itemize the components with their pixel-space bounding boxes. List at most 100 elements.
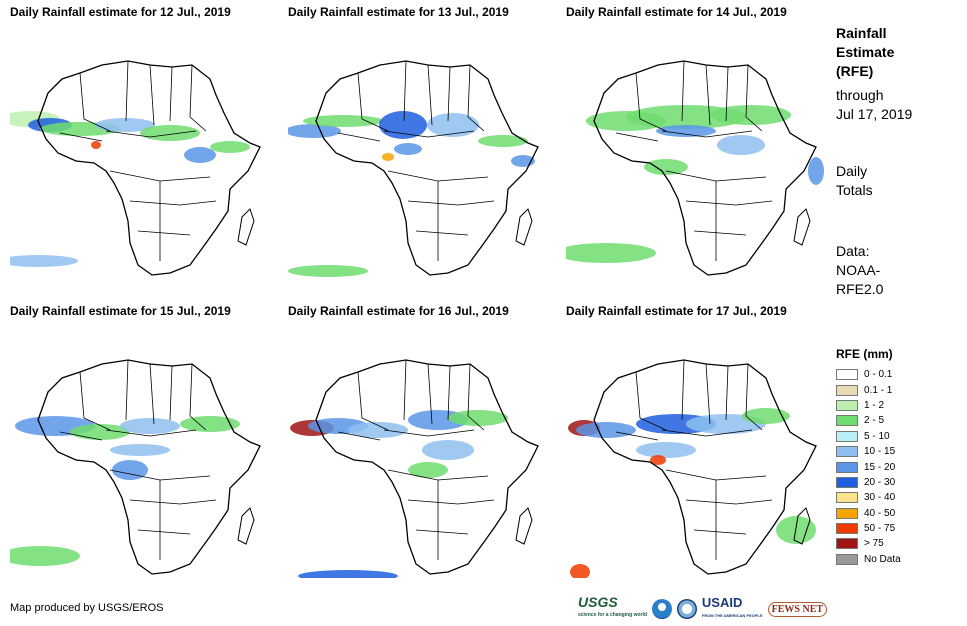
- africa-coastline: [593, 359, 817, 575]
- country-border: [427, 363, 433, 425]
- country-border: [169, 365, 173, 421]
- rainfall-area: [636, 442, 696, 458]
- country-border: [169, 66, 173, 122]
- rainfall-map-panel: Daily Rainfall estimate for 13 Jul., 201…: [288, 5, 548, 279]
- africa-map: [10, 359, 261, 575]
- legend-label: No Data: [864, 553, 901, 565]
- country-border: [693, 230, 747, 236]
- legend-item: 2 - 5: [836, 413, 961, 428]
- legend-item: 50 - 75: [836, 521, 961, 536]
- country-border: [129, 499, 217, 505]
- africa-coastline: [37, 359, 261, 575]
- legend-item: 1 - 2: [836, 398, 961, 413]
- country-border: [681, 359, 685, 421]
- legend-swatch: [836, 369, 858, 381]
- legend-swatch: [836, 492, 858, 504]
- legend-label: 20 - 30: [864, 476, 896, 488]
- sidebar-totals: Daily Totals: [836, 162, 873, 200]
- country-border: [615, 431, 659, 441]
- country-border: [149, 363, 155, 425]
- country-border: [665, 469, 767, 481]
- sidebar-data-line: NOAA-: [836, 262, 881, 278]
- africa-coastline: [593, 60, 817, 276]
- country-border: [415, 230, 469, 236]
- country-border: [661, 429, 753, 437]
- rainfall-area: [184, 147, 216, 163]
- legend-item: 0.1 - 1: [836, 382, 961, 397]
- country-border: [189, 64, 207, 132]
- africa-coastline: [315, 60, 539, 276]
- legend-swatch: [836, 384, 858, 396]
- legend-swatch: [836, 461, 858, 473]
- legend-label: > 75: [864, 538, 884, 550]
- sidebar-through-line: through: [836, 87, 884, 103]
- rainfall-area: [303, 115, 383, 127]
- sidebar-totals-line: Daily: [836, 163, 868, 179]
- rainfall-area: [70, 424, 130, 440]
- country-border: [357, 371, 389, 431]
- rainfall-area: [288, 124, 341, 138]
- sidebar-data-line: Data:: [836, 243, 870, 259]
- legend-item: 20 - 30: [836, 475, 961, 490]
- africa-map: [10, 60, 261, 276]
- country-border: [383, 429, 475, 437]
- usgs-logo-text: USGS: [578, 594, 618, 610]
- country-border: [693, 529, 747, 535]
- legend-label: 1 - 2: [864, 399, 885, 411]
- legend-swatch: [836, 538, 858, 550]
- rainfall-area: [711, 105, 791, 125]
- sidebar-data-line: RFE2.0: [836, 281, 884, 297]
- rainfall-area: [140, 125, 200, 141]
- rainfall-area: [120, 418, 180, 434]
- rainfall-area: [566, 243, 656, 263]
- country-border: [407, 200, 495, 206]
- rainfall-area: [742, 408, 790, 424]
- country-border: [357, 72, 389, 132]
- legend-item: 15 - 20: [836, 459, 961, 474]
- legend-label: 5 - 10: [864, 430, 890, 442]
- legend-swatch: [836, 523, 858, 535]
- rainfall-area: [95, 118, 155, 132]
- legend-item: 40 - 50: [836, 506, 961, 521]
- legend-swatch: [836, 476, 858, 488]
- country-border: [137, 230, 191, 236]
- country-border: [337, 132, 381, 142]
- rainfall-area: [808, 157, 824, 185]
- country-border: [661, 130, 753, 138]
- madagascar-outline: [793, 507, 811, 545]
- country-border: [125, 60, 129, 122]
- country-border: [745, 363, 763, 431]
- legend-item: 5 - 10: [836, 429, 961, 444]
- country-border: [745, 64, 763, 132]
- country-border: [427, 64, 433, 126]
- legend-item: 30 - 40: [836, 490, 961, 505]
- rainfall-area: [91, 141, 101, 149]
- dhs-seal-logo: [676, 599, 697, 619]
- legend-items: 0 - 0.1 0.1 - 1 1 - 2 2 - 5 5 - 10 10 - 15 15 …: [836, 367, 961, 567]
- rainfall-area: [10, 546, 80, 566]
- country-border: [447, 66, 451, 122]
- country-border: [59, 431, 103, 441]
- partner-logos: USGS science for a changing world USAID FR…: [578, 594, 828, 622]
- country-border: [137, 529, 191, 535]
- sidebar-title-line: Estimate: [836, 44, 895, 60]
- rfe-legend: RFE (mm) 0 - 0.1 0.1 - 1 1 - 2 2 - 5 5 - 10 1…: [836, 347, 961, 567]
- country-border: [125, 359, 129, 421]
- legend-title: RFE (mm): [836, 347, 893, 361]
- rainfall-area: [576, 422, 636, 438]
- usgs-logo: USGS science for a changing world: [578, 594, 647, 618]
- rainfall-area: [422, 440, 474, 460]
- rainfall-area: [394, 143, 422, 155]
- rainfall-area: [210, 141, 250, 153]
- map-credit: Map produced by USGS/EROS: [10, 602, 164, 614]
- country-border: [79, 72, 111, 132]
- sidebar-data-source: Data: NOAA- RFE2.0: [836, 242, 883, 299]
- country-border: [189, 363, 207, 431]
- rainfall-area: [382, 153, 394, 161]
- country-border: [705, 64, 711, 126]
- sidebar-through-line: Jul 17, 2019: [836, 106, 913, 122]
- country-border: [635, 72, 667, 132]
- panel-title: Daily Rainfall estimate for 14 Jul., 201…: [566, 5, 787, 19]
- rainfall-area: [408, 462, 448, 478]
- legend-label: 0.1 - 1: [864, 384, 893, 396]
